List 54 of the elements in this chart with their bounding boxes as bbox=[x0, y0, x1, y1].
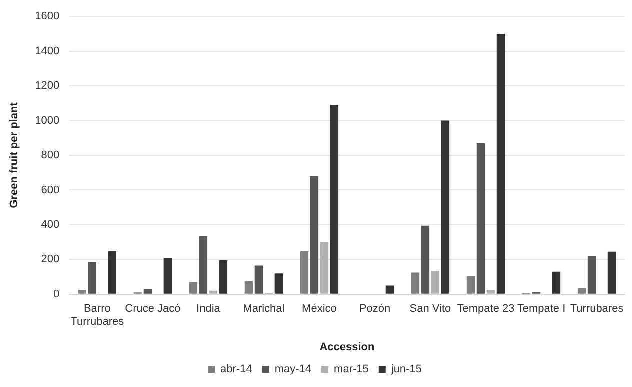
y-tick-label: 1000 bbox=[35, 114, 60, 127]
y-tick-label: 600 bbox=[41, 184, 60, 196]
bar bbox=[411, 272, 420, 294]
y-tick-label: 1400 bbox=[35, 45, 60, 58]
bar bbox=[300, 250, 309, 294]
x-tick-label: San Vito bbox=[410, 303, 452, 316]
bar bbox=[88, 262, 97, 294]
x-tick-label: Turrubares bbox=[570, 303, 624, 316]
y-tick-label: 800 bbox=[41, 150, 60, 162]
bar bbox=[421, 226, 430, 294]
bar bbox=[108, 250, 117, 294]
bar bbox=[244, 281, 254, 294]
x-tick-label: México bbox=[302, 303, 337, 316]
bar bbox=[578, 288, 586, 294]
x-tick-label: Tempate I bbox=[517, 303, 566, 316]
bar bbox=[486, 290, 496, 294]
bar bbox=[209, 290, 218, 294]
bar bbox=[254, 266, 264, 294]
bar bbox=[78, 290, 87, 294]
bar bbox=[144, 290, 152, 294]
bar bbox=[219, 260, 228, 294]
bar bbox=[466, 276, 476, 294]
y-axis-title: Green fruit per plant bbox=[8, 102, 21, 208]
bar bbox=[310, 176, 319, 294]
y-tick-label: 200 bbox=[41, 254, 60, 266]
bar bbox=[386, 286, 394, 294]
bar bbox=[330, 105, 339, 294]
x-tick-label: Cruce Jacó bbox=[125, 303, 181, 316]
bar bbox=[164, 258, 172, 294]
legend-label: jun-15 bbox=[390, 364, 422, 376]
legend-label: abr-14 bbox=[220, 364, 252, 376]
bar bbox=[588, 256, 596, 294]
bar bbox=[496, 34, 506, 294]
bar bbox=[476, 143, 486, 294]
bar bbox=[431, 270, 440, 294]
bar bbox=[441, 120, 450, 294]
x-tick-label: India bbox=[196, 303, 222, 316]
x-tick-label: Marichal bbox=[243, 303, 285, 316]
legend-label: mar-15 bbox=[334, 364, 369, 376]
bar bbox=[189, 282, 198, 294]
legend-label: may-14 bbox=[274, 364, 312, 376]
bar bbox=[199, 236, 208, 294]
x-tick-label: Barro Turrubares bbox=[70, 303, 125, 328]
y-tick-label: 0 bbox=[54, 288, 60, 300]
y-tick-label: 400 bbox=[41, 218, 60, 231]
bar bbox=[608, 252, 616, 294]
bar bbox=[320, 242, 329, 294]
x-axis-title: Accession bbox=[320, 341, 376, 354]
y-tick-label: 1600 bbox=[35, 10, 60, 23]
y-tick-label: 1200 bbox=[35, 80, 60, 92]
bar bbox=[552, 272, 561, 294]
x-tick-label: Pozón bbox=[359, 303, 391, 316]
x-tick-label: Tempate 23 bbox=[457, 303, 515, 316]
bar bbox=[274, 274, 284, 294]
